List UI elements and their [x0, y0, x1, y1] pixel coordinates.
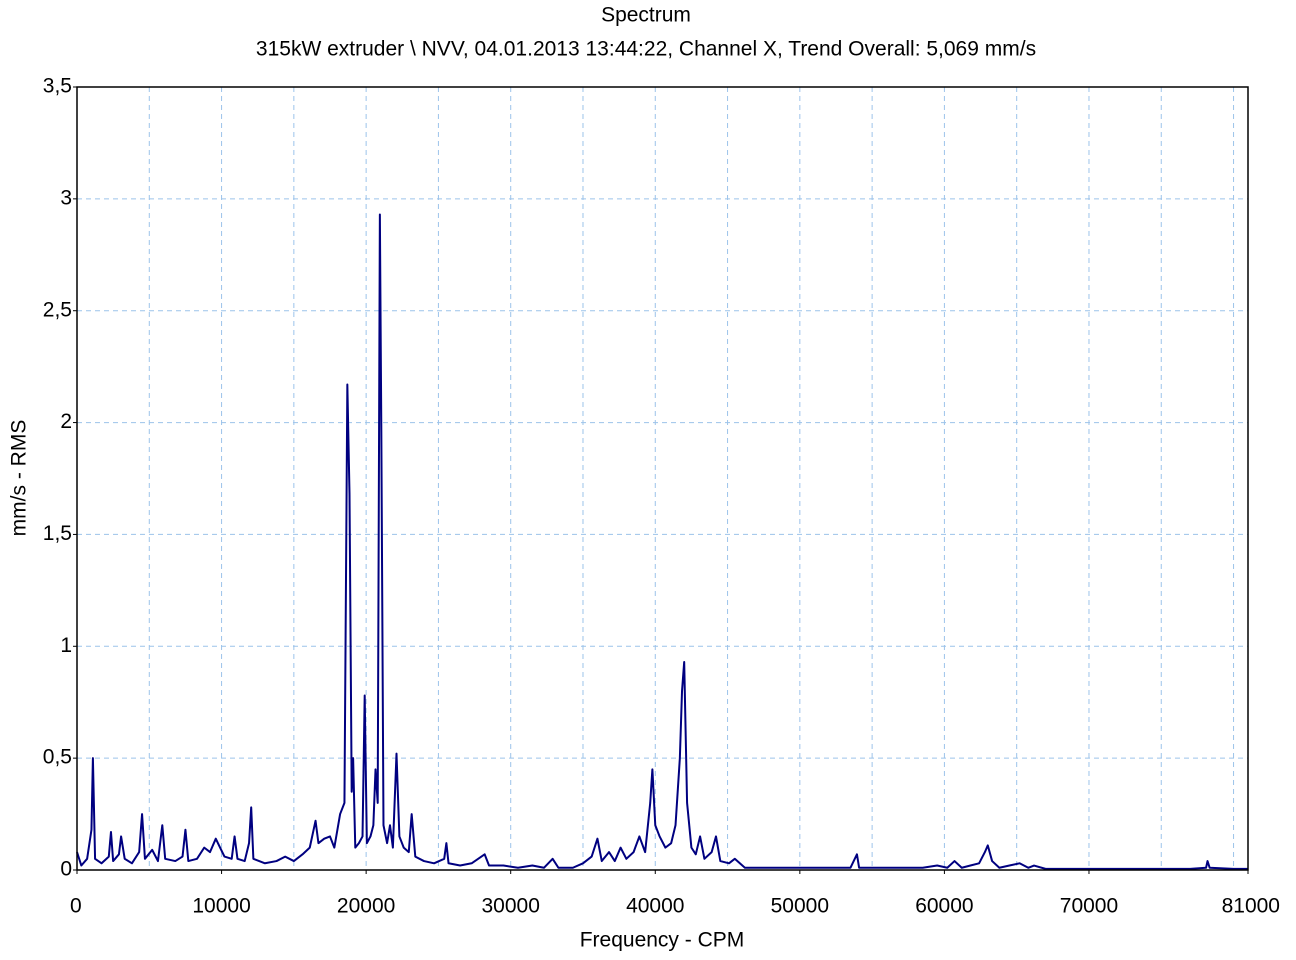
y-tick-label: 2	[60, 410, 72, 433]
x-tick-label: 20000	[337, 895, 395, 918]
x-tick-label: 0	[70, 895, 82, 918]
x-tick-label: 40000	[626, 895, 684, 918]
chart-subtitle: 315kW extruder \ NVV, 04.01.2013 13:44:2…	[256, 38, 1036, 61]
x-tick-label: 60000	[915, 895, 973, 918]
y-tick-label: 0	[60, 858, 72, 881]
y-tick-label: 1,5	[43, 522, 72, 545]
y-tick-label: 3,5	[43, 75, 72, 98]
grid	[73, 86, 1249, 874]
x-tick-label: 50000	[771, 895, 829, 918]
plot	[76, 213, 1248, 870]
x-tick-label: 30000	[482, 895, 540, 918]
spectrum-line	[76, 213, 1248, 870]
x-tick-label: 70000	[1060, 895, 1118, 918]
x-axis-label: Frequency - CPM	[580, 929, 745, 952]
plot-frame	[76, 86, 1249, 871]
x-tick-label: 81000	[1222, 895, 1280, 918]
x-tick-label: 10000	[192, 895, 250, 918]
chart-title: Spectrum	[601, 4, 691, 27]
y-tick-label: 3	[60, 186, 72, 209]
y-tick-label: 1	[60, 634, 72, 657]
y-tick-label: 2,5	[43, 298, 72, 321]
y-axis-label: mm/s - RMS	[8, 420, 31, 537]
y-tick-label: 0,5	[43, 746, 72, 769]
